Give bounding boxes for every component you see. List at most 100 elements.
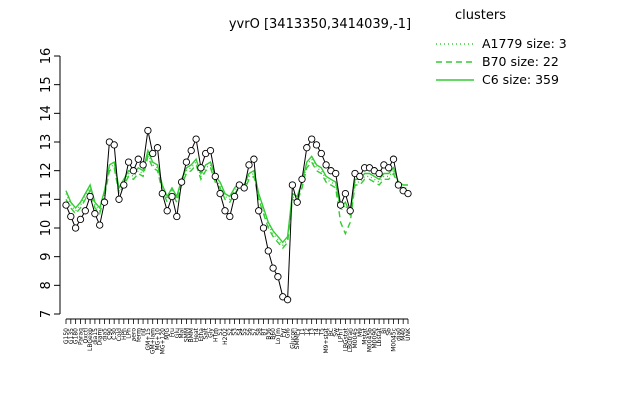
x-tick-label: S8 bbox=[256, 328, 263, 336]
data-point bbox=[221, 207, 229, 215]
data-point bbox=[341, 189, 350, 198]
x-tick-label: nit bbox=[140, 327, 147, 335]
x-tick-label: M0045b bbox=[366, 328, 373, 352]
data-point bbox=[274, 273, 282, 281]
y-tick-label: 16 bbox=[39, 48, 54, 65]
x-tick-label: C90 bbox=[106, 328, 113, 340]
data-point bbox=[230, 192, 239, 201]
x-tick-label: G150 bbox=[63, 328, 70, 344]
x-tick-label: Sb bbox=[386, 328, 393, 336]
data-point bbox=[158, 189, 166, 198]
data-point bbox=[149, 149, 157, 158]
data-point bbox=[197, 164, 205, 172]
data-point bbox=[250, 155, 258, 163]
x-tick-label: S4 bbox=[236, 328, 243, 336]
data-point bbox=[187, 146, 195, 155]
x-tick-label: dia5 bbox=[102, 328, 109, 341]
x-tick-label: S1 bbox=[217, 328, 224, 336]
data-point bbox=[346, 207, 354, 215]
x-tick-label: S7 bbox=[251, 328, 258, 336]
x-tick-label: Sw bbox=[333, 328, 340, 337]
data-point bbox=[298, 175, 306, 183]
data-point bbox=[134, 155, 142, 163]
y-tick-label: 8 bbox=[39, 281, 54, 289]
x-tick-label: C30 bbox=[111, 328, 118, 340]
y-tick-label: 14 bbox=[39, 105, 54, 122]
x-tick-label: Mstat bbox=[362, 327, 369, 344]
x-tick-label: T5 bbox=[318, 328, 325, 337]
gene-series-line bbox=[65, 130, 409, 301]
y-tick-label: 9 bbox=[39, 253, 54, 261]
data-point bbox=[96, 221, 104, 229]
data-point bbox=[375, 169, 383, 178]
x-tick-label: M/G bbox=[164, 328, 171, 340]
data-point bbox=[317, 149, 325, 158]
x-tick-label: Gl6 bbox=[285, 328, 292, 338]
x-tick-label: BI bbox=[381, 328, 388, 334]
data-point bbox=[240, 184, 248, 192]
legend: clusters A1779 size: 3 B70 size: 22 C6 s… bbox=[436, 8, 567, 87]
x-tick-label: dia0 bbox=[395, 328, 402, 341]
data-point bbox=[356, 172, 364, 181]
x-tick-label: HPh bbox=[121, 328, 128, 340]
legend-title: clusters bbox=[455, 8, 506, 23]
data-point bbox=[86, 192, 94, 201]
x-tick-label: S2 bbox=[227, 328, 234, 336]
data-point bbox=[269, 264, 277, 272]
x-tick-label: Etha bbox=[198, 328, 205, 342]
data-point bbox=[312, 141, 321, 149]
data-point bbox=[71, 224, 80, 232]
x-tick-label: Cold bbox=[116, 328, 123, 342]
y-tick-label: 15 bbox=[39, 76, 54, 93]
x-tick-label: BMM bbox=[188, 328, 195, 342]
data-point bbox=[288, 181, 297, 189]
x-tick-label: Lbstat bbox=[376, 327, 383, 346]
data-point bbox=[129, 167, 138, 175]
x-tick-label: LBGexp bbox=[87, 328, 94, 351]
x-tick-label: Diami bbox=[97, 328, 104, 346]
x-tick-label: UNK bbox=[405, 327, 412, 341]
x-tick-label: MG+120 bbox=[159, 328, 166, 354]
data-point bbox=[177, 178, 186, 186]
data-point bbox=[62, 201, 70, 209]
x-tick-label: T2 bbox=[304, 328, 311, 337]
data-point bbox=[226, 212, 234, 221]
data-point bbox=[67, 212, 75, 221]
x-tick-label: M9 bbox=[357, 328, 364, 337]
x-tick-label: B60 bbox=[270, 328, 277, 340]
x-tick-label: M0045 bbox=[352, 328, 359, 349]
y-axis: 7 8 9 10 11 12 13 14 15 16 bbox=[39, 48, 61, 318]
x-tick-label: Glucon bbox=[289, 328, 296, 349]
data-point bbox=[404, 189, 412, 198]
data-point bbox=[115, 195, 123, 203]
x-tick-label: LPhT bbox=[338, 328, 345, 343]
data-point bbox=[76, 215, 85, 224]
legend-label-a1779: A1779 size: 3 bbox=[482, 36, 567, 51]
data-point bbox=[168, 192, 176, 201]
data-point bbox=[389, 155, 398, 163]
y-tick-label: 10 bbox=[39, 220, 54, 237]
x-tick-label: SMM bbox=[183, 328, 190, 342]
data-point bbox=[245, 161, 253, 169]
data-point bbox=[283, 296, 292, 304]
x-tick-label: M9+stat bbox=[323, 327, 330, 353]
x-tick-label: B36 bbox=[265, 328, 272, 340]
data-point bbox=[91, 210, 99, 218]
x-tick-label: Salt bbox=[203, 327, 210, 339]
data-point bbox=[211, 172, 219, 181]
x-tick-label: LBGstat bbox=[342, 327, 349, 351]
x-axis: G150G135G180ParaqOxctlLBGexpdia15Diamidi… bbox=[63, 318, 412, 354]
data-point bbox=[120, 181, 128, 189]
data-point bbox=[144, 126, 152, 135]
x-tick-label: LoTm bbox=[275, 328, 282, 345]
data-point bbox=[394, 181, 403, 189]
data-point bbox=[81, 207, 89, 215]
x-tick-label: Oxctl bbox=[82, 328, 89, 344]
legend-label-c6: C6 size: 359 bbox=[482, 72, 559, 87]
x-tick-label: LPh bbox=[126, 328, 133, 339]
data-point bbox=[264, 247, 272, 255]
data-point bbox=[206, 146, 215, 155]
x-tick-label: BC bbox=[328, 328, 335, 336]
data-point bbox=[308, 135, 316, 143]
